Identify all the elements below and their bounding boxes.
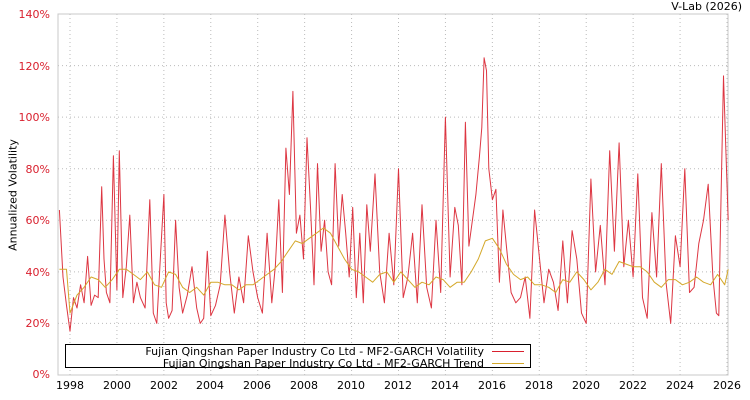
x-tick: 2012 [384,379,412,392]
y-tick: 100% [18,111,50,124]
grid-lines [58,14,728,375]
y-tick: 40% [25,266,50,279]
x-tick: 2020 [572,379,600,392]
legend-item-trend: Fujian Qingshan Paper Industry Co Ltd - … [162,356,524,370]
x-tick: 2000 [103,379,131,392]
x-tick: 2026 [713,379,741,392]
x-tick: 1998 [56,379,84,392]
y-tick: 20% [25,317,50,330]
x-tick: 2024 [666,379,694,392]
y-axis-label: Annualized Volatility [6,139,20,251]
y-tick: 140% [18,8,50,21]
x-tick: 2002 [150,379,178,392]
trend-series [59,227,729,314]
chart-credit: V-Lab (2026) [671,0,742,13]
x-tick: 2018 [525,379,553,392]
y-tick: 60% [25,214,50,227]
x-tick: 2006 [243,379,271,392]
x-tick: 2008 [290,379,318,392]
x-tick: 2010 [337,379,365,392]
legend-label: Fujian Qingshan Paper Industry Co Ltd - … [162,356,484,370]
x-tick: 2004 [196,379,224,392]
volatility-series [58,57,729,332]
legend-label: Fujian Qingshan Paper Industry Co Ltd - … [145,344,484,358]
plot-frame [57,13,729,376]
chart-legend: Fujian Qingshan Paper Industry Co Ltd - … [65,344,531,370]
x-tick: 2014 [431,379,459,392]
legend-swatch-gold [492,362,524,364]
legend-swatch-red [492,350,524,352]
y-tick: 80% [25,163,50,176]
x-tick: 2022 [619,379,647,392]
x-tick: 2016 [478,379,506,392]
y-tick: 0% [32,368,50,381]
legend-item-volatility: Fujian Qingshan Paper Industry Co Ltd - … [145,344,524,358]
y-tick: 120% [18,60,50,73]
